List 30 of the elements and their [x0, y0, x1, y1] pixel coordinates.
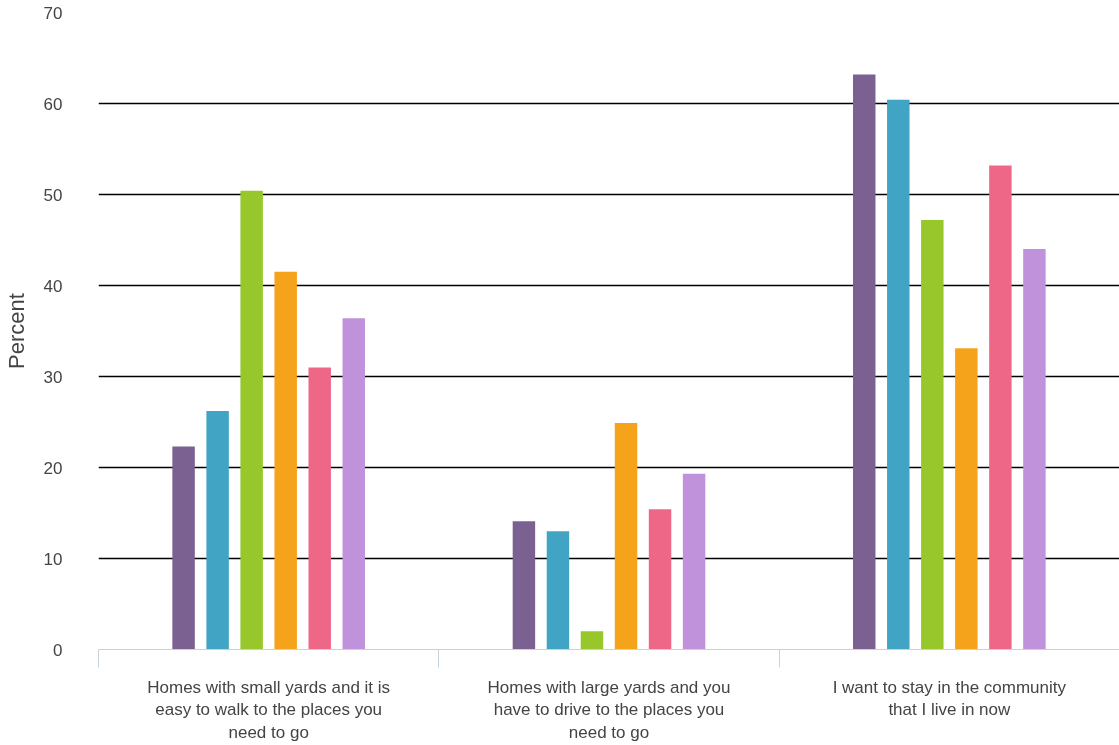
bar — [274, 271, 297, 650]
y-axis-title: Percent — [3, 293, 29, 369]
bar — [308, 367, 331, 650]
bar — [682, 473, 706, 650]
bar — [1023, 249, 1046, 650]
x-tick-label: I want to stay in the community that I live in now — [832, 677, 1067, 720]
y-tick-label: 10 — [43, 549, 63, 569]
y-tick-label: 40 — [43, 276, 63, 296]
y-tick-label: 60 — [43, 94, 63, 114]
bar — [648, 509, 672, 650]
bar — [887, 99, 910, 650]
bar — [580, 631, 604, 650]
bar — [206, 411, 229, 650]
bar — [921, 219, 944, 650]
x-tick-label: Homes with large yards and you have to drive to the places you need to go — [487, 677, 731, 743]
bar — [172, 446, 195, 650]
y-tick-label: 0 — [53, 640, 63, 660]
y-tick-label: 30 — [43, 367, 63, 387]
y-tick-label: 50 — [43, 185, 63, 205]
bar — [989, 165, 1012, 650]
bar — [342, 318, 365, 650]
bar — [614, 422, 638, 650]
bar — [240, 190, 263, 650]
x-tick-label: Homes with small yards and it is easy to walk to the places you need to go — [147, 677, 391, 743]
bar — [512, 521, 536, 650]
y-tick-label: 70 — [43, 3, 63, 23]
bar — [546, 531, 570, 650]
y-tick-label: 20 — [43, 458, 63, 478]
bar — [853, 74, 876, 650]
bar — [955, 348, 978, 650]
